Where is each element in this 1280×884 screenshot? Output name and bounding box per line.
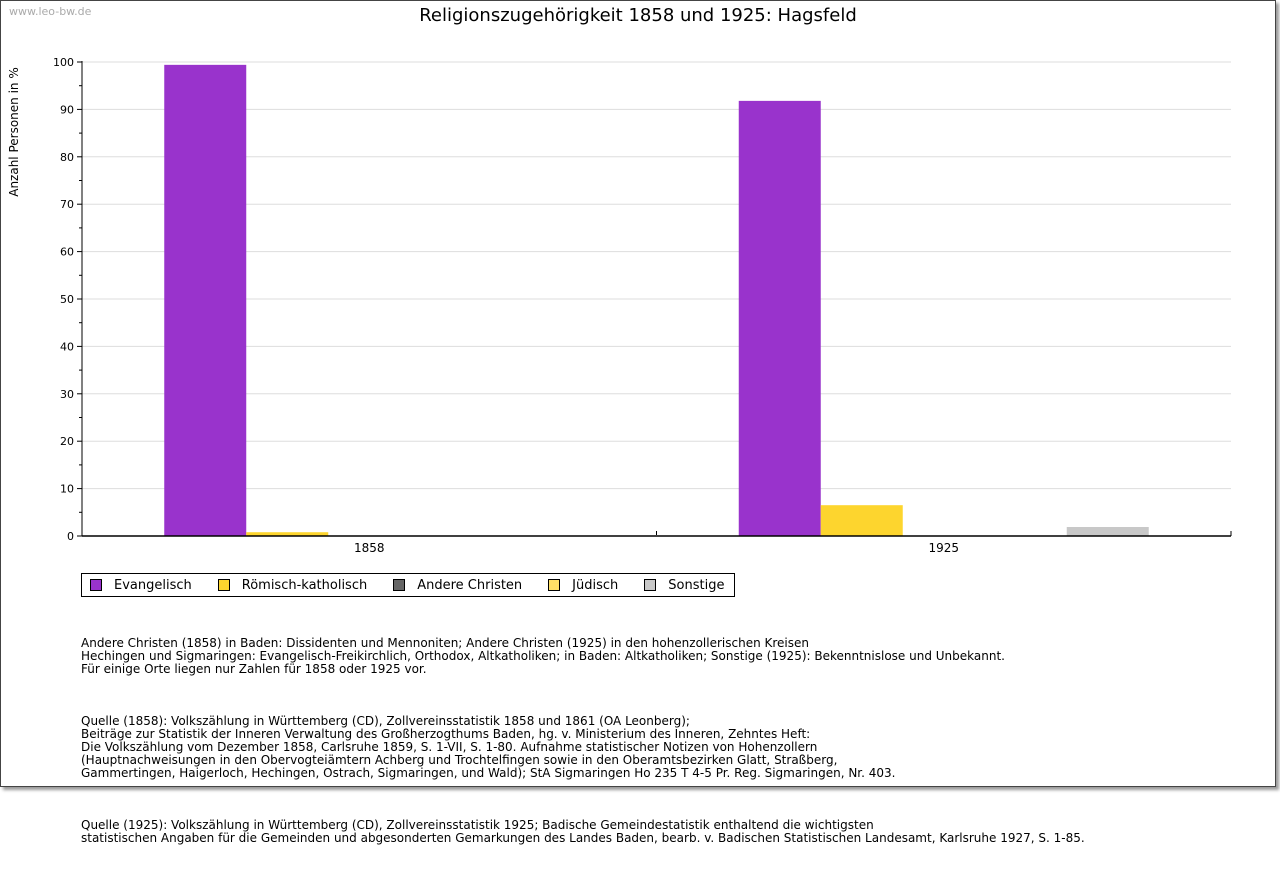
y-tick-label: 80 xyxy=(60,151,74,164)
bar-r-misch-katholisch-1858 xyxy=(246,532,329,536)
chart-title: Religionszugehörigkeit 1858 und 1925: Ha… xyxy=(419,5,857,26)
legend-item: Andere Christen xyxy=(393,578,522,593)
y-tick-label: 0 xyxy=(67,530,74,543)
y-tick-label: 50 xyxy=(60,293,74,306)
y-tick-label: 20 xyxy=(60,435,74,448)
footnotes: Andere Christen (1858) in Baden: Disside… xyxy=(81,611,1085,884)
watermark: www.leo-bw.de xyxy=(9,5,92,18)
x-tick-label: 1925 xyxy=(928,541,959,555)
note-definitions: Andere Christen (1858) in Baden: Disside… xyxy=(81,636,1005,676)
legend-swatch xyxy=(393,579,406,591)
legend-label: Römisch-katholisch xyxy=(241,577,368,593)
y-tick-label: 30 xyxy=(60,388,74,401)
legend-item: Römisch-katholisch xyxy=(217,577,368,593)
y-tick-label: 10 xyxy=(60,483,74,496)
legend-label: Evangelisch xyxy=(114,577,192,593)
legend: Evangelisch Römisch-katholisch Andere Chri… xyxy=(81,573,736,597)
y-tick-label: 40 xyxy=(60,340,74,353)
bar-sonstige-1925 xyxy=(1066,526,1149,536)
bar-evangelisch-1925 xyxy=(738,100,821,537)
legend-swatch xyxy=(217,579,230,591)
legend-item: Evangelisch xyxy=(90,578,192,593)
y-tick-label: 60 xyxy=(60,246,74,259)
legend-swatch xyxy=(644,579,657,591)
bar-r-misch-katholisch-1925 xyxy=(820,505,903,536)
legend-swatch xyxy=(90,579,102,591)
legend-swatch xyxy=(548,579,561,591)
note-source-1858: Quelle (1858): Volkszählung in Württembe… xyxy=(81,714,896,780)
note-source-1925: Quelle (1925): Volkszählung in Württembe… xyxy=(81,818,1085,845)
bar-evangelisch-1858 xyxy=(164,64,247,537)
legend-item: Jüdisch xyxy=(548,578,618,593)
y-tick-label: 70 xyxy=(60,198,74,211)
legend-item: Sonstige xyxy=(644,578,724,593)
plot-area: 0 10 20 30 40 50 60 70 80 90 100 1858 1925 xyxy=(53,56,1232,555)
legend-label: Jüdisch xyxy=(572,577,619,593)
y-tick-label: 100 xyxy=(53,56,74,69)
chart-frame: www.leo-bw.de Religionszugehörigkeit 185… xyxy=(0,0,1276,845)
y-tick-label: 90 xyxy=(60,103,74,116)
x-tick-label: 1858 xyxy=(354,541,385,555)
legend-label: Sonstige xyxy=(668,577,725,593)
legend-label: Andere Christen xyxy=(417,577,523,593)
